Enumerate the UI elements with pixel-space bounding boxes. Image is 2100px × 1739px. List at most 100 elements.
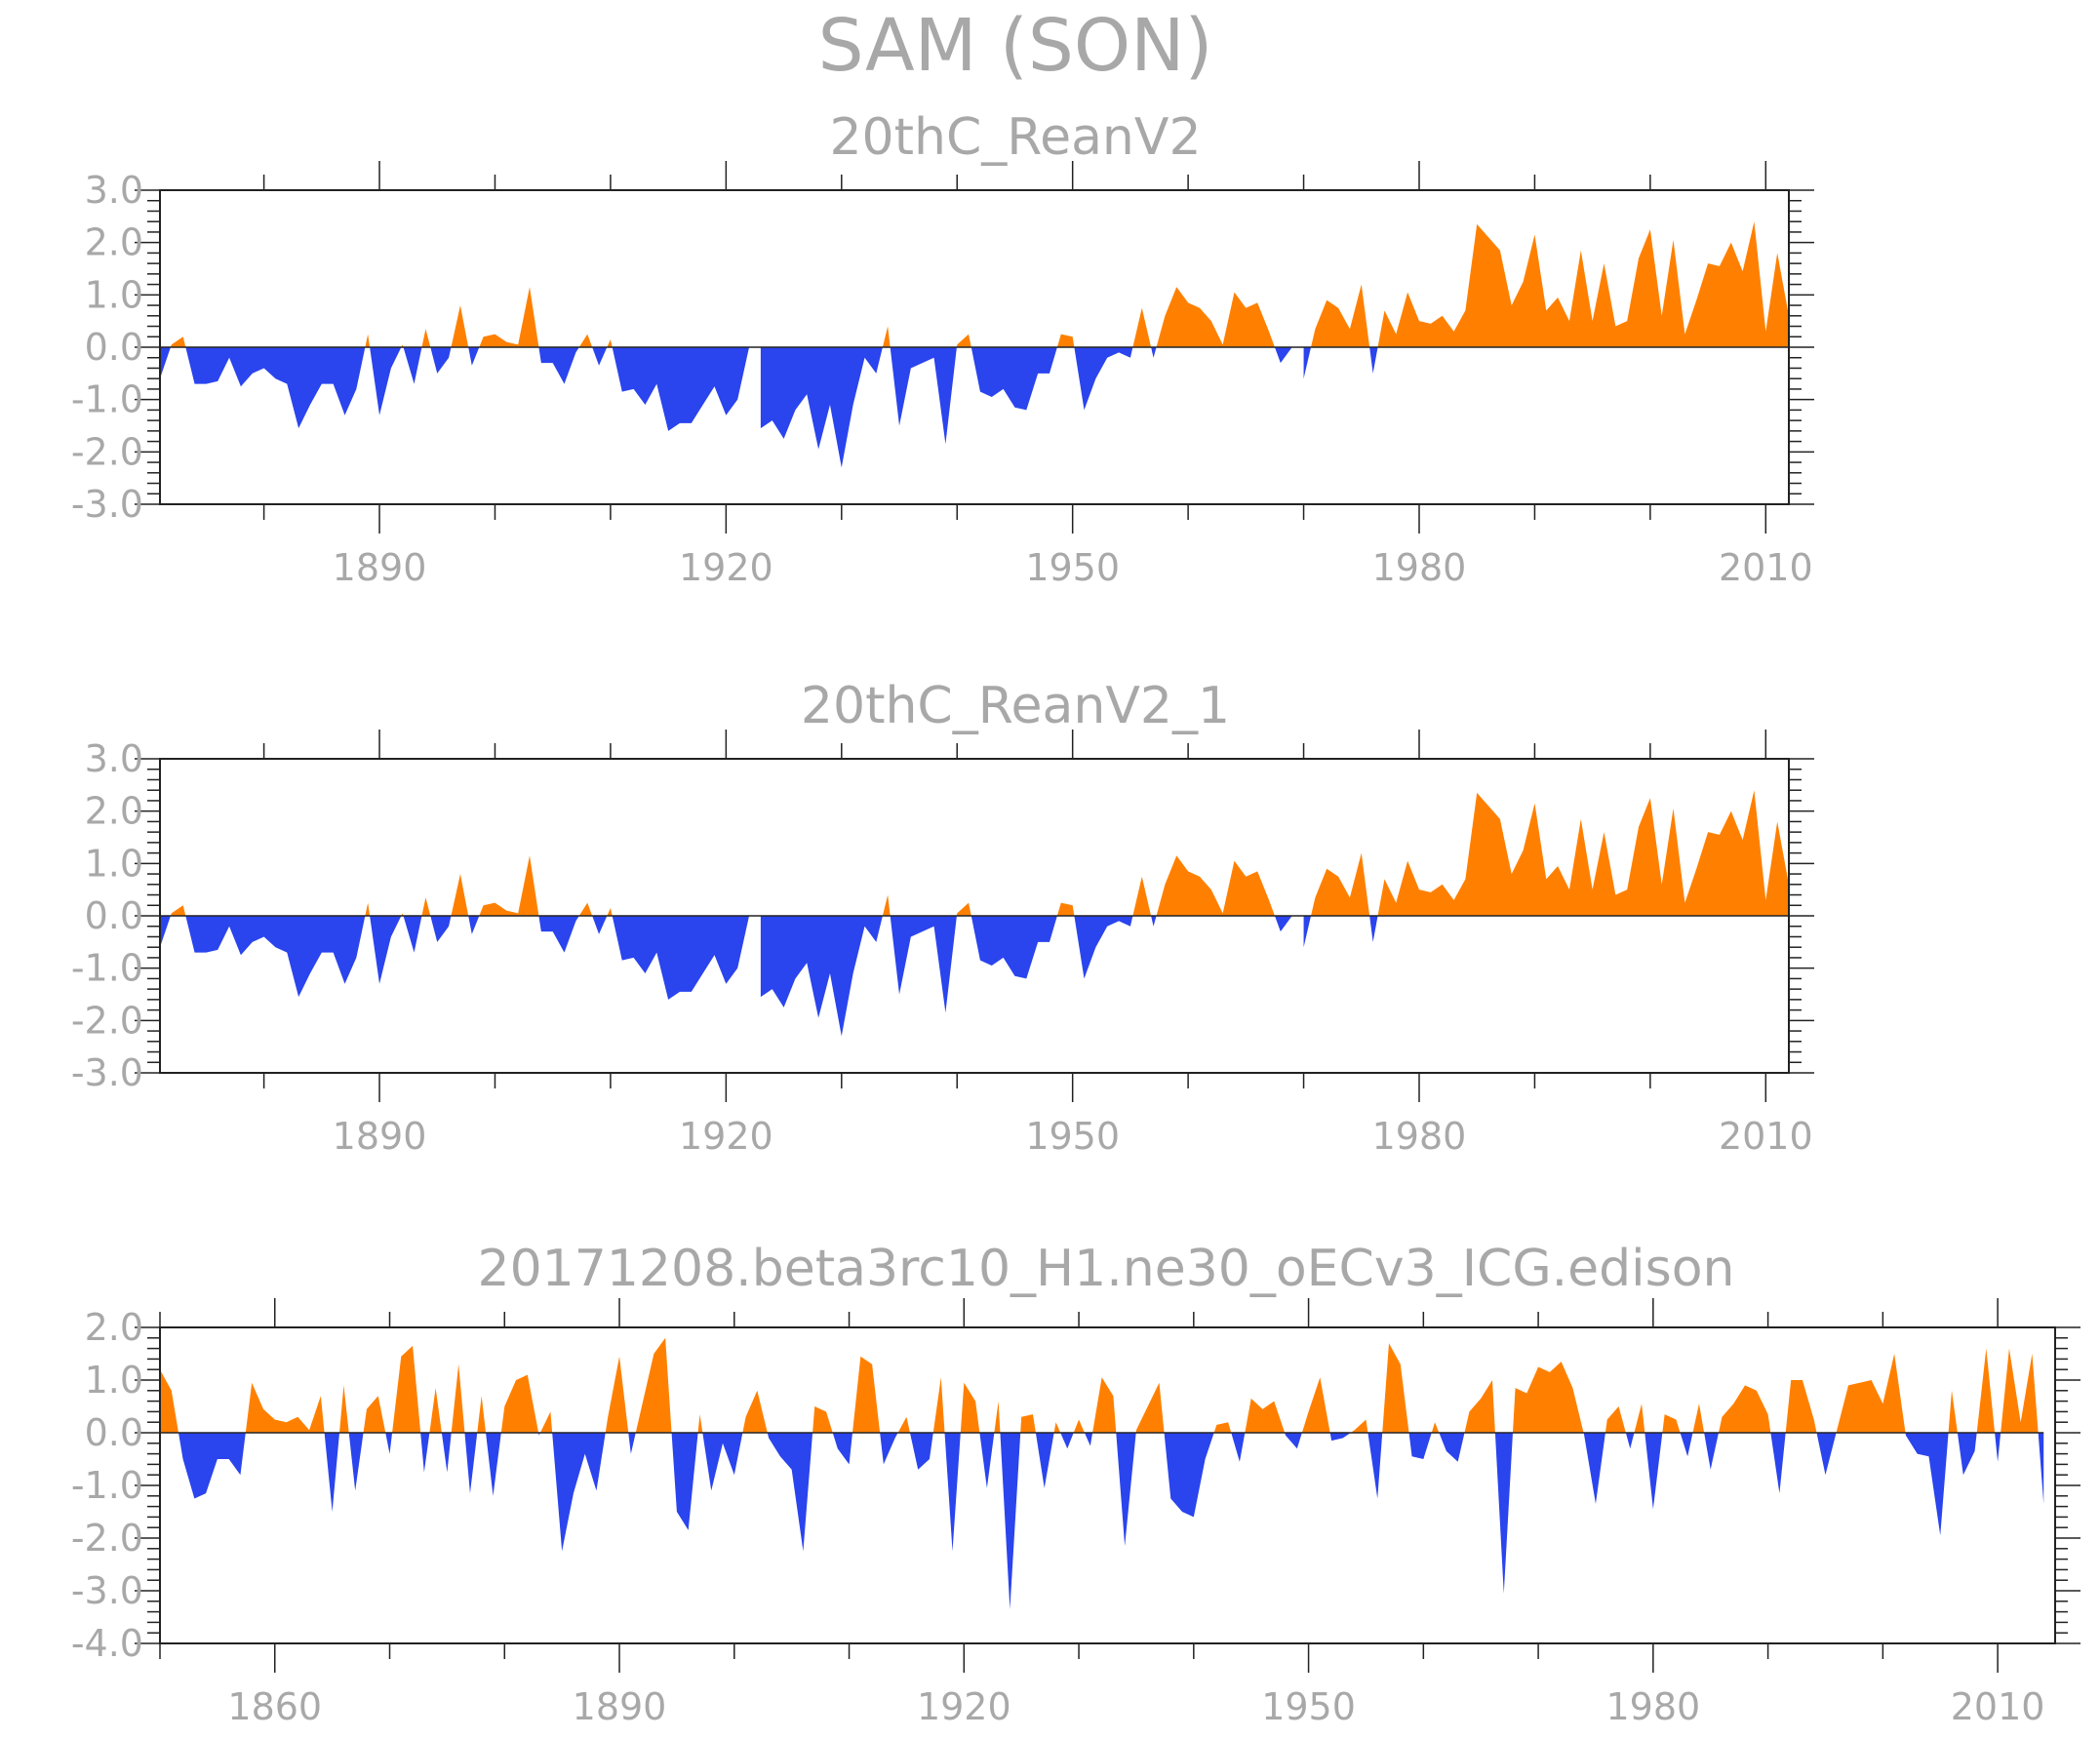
x-tick-label: 1890 xyxy=(573,1685,667,1728)
positive-anomaly-area xyxy=(1020,1414,1036,1433)
negative-anomaly-area xyxy=(468,916,480,934)
negative-anomaly-area xyxy=(1905,1433,1949,1536)
y-tick-label: -2.0 xyxy=(71,1517,143,1560)
x-tick-label: 1920 xyxy=(917,1685,1011,1728)
positive-anomaly-area xyxy=(1350,1419,1368,1433)
negative-anomaly-area xyxy=(1231,1433,1246,1462)
positive-anomaly-area xyxy=(479,287,539,347)
x-tick-label: 1860 xyxy=(227,1685,322,1728)
negative-anomaly-area xyxy=(430,347,452,374)
negative-anomaly-area xyxy=(1303,347,1312,379)
negative-anomaly-area xyxy=(324,1433,339,1512)
negative-anomaly-area xyxy=(403,347,422,384)
negative-anomaly-area xyxy=(348,1433,364,1491)
positive-anomaly-area xyxy=(1311,852,1370,916)
negative-anomaly-area xyxy=(1274,347,1292,364)
positive-anomaly-area xyxy=(607,338,613,347)
negative-anomaly-area xyxy=(1494,1433,1513,1594)
negative-anomaly-area xyxy=(702,1433,743,1491)
negative-anomaly-area xyxy=(1816,1433,1837,1476)
negative-anomaly-area xyxy=(767,1433,813,1552)
negative-anomaly-area xyxy=(370,916,402,984)
positive-anomaly-area xyxy=(363,1396,386,1433)
negative-anomaly-area xyxy=(1680,1433,1693,1457)
positive-anomaly-area xyxy=(1156,287,1275,347)
negative-anomaly-area xyxy=(971,916,1057,979)
negative-anomaly-area xyxy=(671,1433,698,1530)
negative-anomaly-area xyxy=(1583,1433,1605,1504)
y-tick-label: 0.0 xyxy=(85,894,143,937)
positive-anomaly-area xyxy=(1213,1422,1232,1433)
positive-anomaly-area xyxy=(1976,1348,1996,1433)
negative-anomaly-area xyxy=(612,347,750,431)
negative-anomaly-area xyxy=(1369,916,1378,942)
negative-anomaly-area xyxy=(1285,1433,1302,1449)
positive-anomaly-area xyxy=(1377,221,1789,347)
x-tick-label: 1980 xyxy=(1605,1685,1700,1728)
x-tick-label: 1950 xyxy=(1025,546,1120,589)
positive-anomaly-area xyxy=(170,905,186,916)
positive-anomaly-area xyxy=(1785,1380,1817,1433)
negative-anomaly-area xyxy=(1060,1433,1074,1449)
negative-anomaly-area xyxy=(1329,1433,1351,1442)
positive-anomaly-area xyxy=(1634,1403,1645,1433)
positive-anomaly-area xyxy=(1692,1403,1705,1433)
negative-anomaly-area xyxy=(185,347,366,429)
negative-anomaly-area xyxy=(441,1433,452,1473)
positive-anomaly-area xyxy=(1053,1422,1061,1433)
positive-anomaly-area xyxy=(421,329,431,347)
positive-anomaly-area xyxy=(2001,1348,2039,1433)
negative-anomaly-area xyxy=(370,347,402,415)
negative-anomaly-area xyxy=(1151,916,1157,927)
x-tick-label: 2010 xyxy=(1719,1115,1813,1158)
negative-anomaly-area xyxy=(403,916,422,953)
negative-anomaly-area xyxy=(592,916,608,934)
positive-anomaly-area xyxy=(960,1382,980,1433)
negative-anomaly-area xyxy=(890,916,957,1013)
y-tick-label: 1.0 xyxy=(85,273,143,316)
positive-anomaly-area xyxy=(451,874,469,916)
y-tick-label: -4.0 xyxy=(71,1622,143,1665)
negative-anomaly-area xyxy=(979,1433,995,1488)
positive-anomaly-area xyxy=(1092,1377,1117,1433)
negative-anomaly-area xyxy=(1151,347,1157,358)
positive-anomaly-area xyxy=(1073,1419,1085,1433)
positive-anomaly-area xyxy=(1132,307,1152,347)
y-tick-label: 1.0 xyxy=(85,1359,143,1402)
positive-anomaly-area xyxy=(1382,1343,1409,1433)
positive-anomaly-area xyxy=(1135,1382,1165,1433)
positive-anomaly-area xyxy=(338,1385,349,1433)
negative-anomaly-area xyxy=(1274,916,1292,932)
negative-anomaly-area xyxy=(385,1433,393,1454)
positive-anomaly-area xyxy=(742,1390,768,1433)
negative-anomaly-area xyxy=(1367,1433,1383,1499)
y-tick-label: -3.0 xyxy=(71,483,143,526)
negative-anomaly-area xyxy=(486,1433,501,1496)
positive-anomaly-area xyxy=(421,897,431,916)
positive-anomaly-area xyxy=(956,334,971,347)
y-tick-label: -2.0 xyxy=(71,430,143,473)
negative-anomaly-area xyxy=(1995,1433,2001,1462)
negative-anomaly-area xyxy=(944,1433,961,1552)
negative-anomaly-area xyxy=(552,1433,606,1552)
positive-anomaly-area xyxy=(956,902,971,916)
negative-anomaly-area xyxy=(420,1433,430,1473)
x-tick-label: 1890 xyxy=(333,546,427,589)
y-tick-label: 2.0 xyxy=(85,790,143,833)
negative-anomaly-area xyxy=(464,1433,478,1494)
y-tick-label: 2.0 xyxy=(85,1306,143,1349)
negative-anomaly-area xyxy=(2038,1433,2044,1504)
figure-title: SAM (SON) xyxy=(818,4,1213,88)
panel-20thc-reanv2: 20thC_ReanV2 -3.0 -2.0 -1.0 0.0 1.0 2.0 3.0 189… xyxy=(71,108,1814,589)
negative-anomaly-area xyxy=(1644,1433,1663,1510)
negative-anomaly-area xyxy=(185,916,366,998)
y-tick-label: -3.0 xyxy=(71,1051,143,1094)
negative-anomaly-area xyxy=(1116,1433,1136,1547)
y-tick-label: -2.0 xyxy=(71,999,143,1042)
y-tick-label: 0.0 xyxy=(85,326,143,369)
x-tick-label: 1890 xyxy=(333,1115,427,1158)
x-tick-label: 1950 xyxy=(1261,1685,1356,1728)
positive-anomaly-area xyxy=(607,907,613,916)
negative-anomaly-area xyxy=(538,347,579,384)
